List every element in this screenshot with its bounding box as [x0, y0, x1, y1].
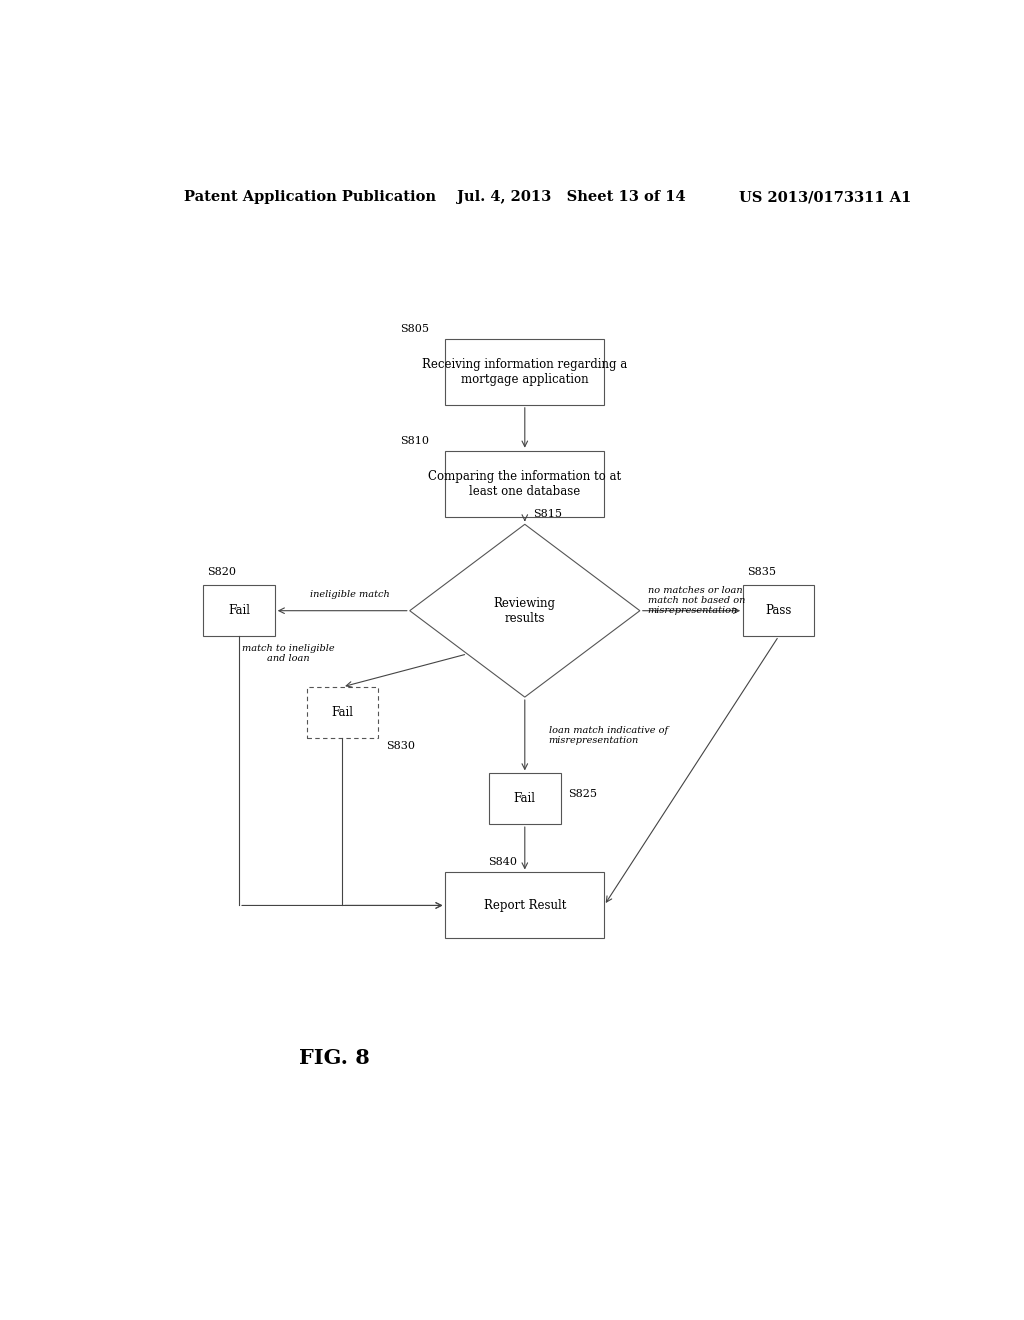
Text: S840: S840 [487, 857, 517, 867]
Bar [306, 686, 378, 738]
Text: US 2013/0173311 A1: US 2013/0173311 A1 [739, 190, 911, 205]
Bar [743, 585, 814, 636]
Text: FIG. 8: FIG. 8 [299, 1048, 370, 1068]
Polygon shape [410, 524, 640, 697]
Text: S815: S815 [532, 510, 562, 519]
Bar [204, 585, 274, 636]
Text: match to ineligible
and loan: match to ineligible and loan [242, 644, 334, 663]
Text: Jul. 4, 2013   Sheet 13 of 14: Jul. 4, 2013 Sheet 13 of 14 [458, 190, 686, 205]
Text: Report Result: Report Result [483, 899, 566, 912]
Text: S810: S810 [400, 436, 430, 446]
Text: Comparing the information to at
least one database: Comparing the information to at least on… [428, 470, 622, 498]
Bar [489, 774, 560, 824]
Text: Reviewing
results: Reviewing results [494, 597, 556, 624]
Text: loan match indicative of
misrepresentation: loan match indicative of misrepresentati… [549, 726, 668, 744]
Text: Pass: Pass [766, 605, 792, 618]
Text: Fail: Fail [514, 792, 536, 805]
Text: S820: S820 [207, 568, 237, 577]
Text: Patent Application Publication: Patent Application Publication [183, 190, 435, 205]
Bar [445, 450, 604, 516]
Text: no matches or loan
match not based on
misrepresentation: no matches or loan match not based on mi… [648, 586, 745, 615]
Text: Fail: Fail [332, 706, 353, 719]
Text: Receiving information regarding a
mortgage application: Receiving information regarding a mortga… [422, 358, 628, 385]
Bar [445, 339, 604, 405]
Text: Fail: Fail [228, 605, 250, 618]
Text: S830: S830 [386, 741, 415, 751]
Text: ineligible match: ineligible match [310, 590, 390, 598]
Text: S805: S805 [400, 323, 430, 334]
Text: S825: S825 [568, 788, 597, 799]
Text: S835: S835 [746, 568, 776, 577]
Bar [445, 873, 604, 939]
